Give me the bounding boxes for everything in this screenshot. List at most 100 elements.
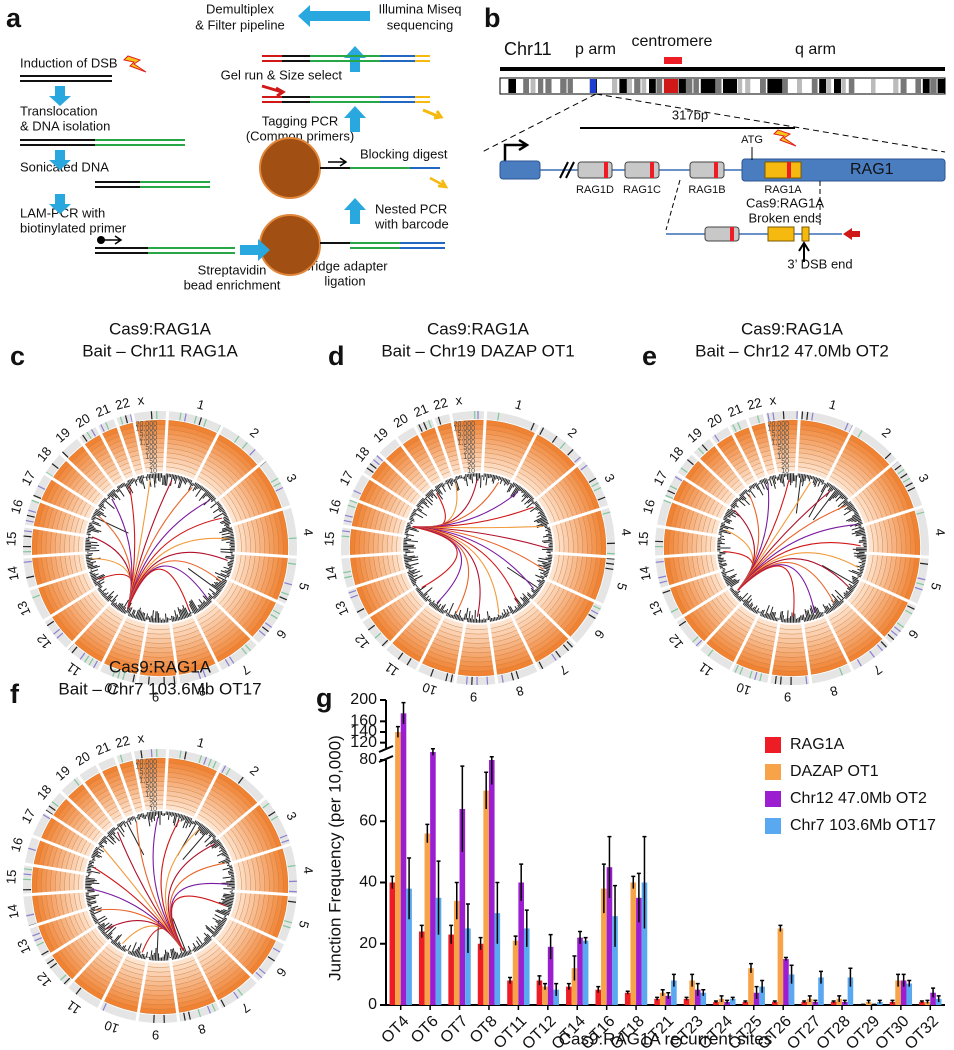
target bbox=[730, 227, 734, 241]
coverage-bar bbox=[404, 562, 409, 565]
coverage-bar bbox=[185, 816, 190, 824]
coverage-bar bbox=[85, 880, 95, 883]
error-bar bbox=[907, 979, 912, 987]
coverage-bar bbox=[509, 606, 515, 614]
x-axis-title: Cas9:RAG1A recurrent sites bbox=[559, 1029, 773, 1048]
coverage-bar bbox=[765, 477, 769, 485]
circos-title: Cas9:RAG1A bbox=[427, 319, 530, 338]
coverage-bar bbox=[434, 605, 439, 610]
band-tick bbox=[907, 605, 915, 610]
coverage-bar bbox=[405, 528, 410, 531]
coverage-bar bbox=[228, 873, 234, 875]
coverage-bar bbox=[215, 920, 224, 927]
band bbox=[871, 79, 876, 93]
band-tick bbox=[588, 613, 596, 620]
band bbox=[930, 79, 937, 93]
coverage-bar bbox=[148, 617, 151, 623]
circos-title: Bait – Chr19 DAZAP OT1 bbox=[381, 341, 574, 360]
coverage-bar bbox=[130, 609, 135, 618]
band-tick bbox=[233, 435, 240, 443]
error-bar bbox=[436, 860, 441, 935]
coverage-bar bbox=[752, 483, 756, 487]
band-tick bbox=[258, 630, 266, 637]
coverage-bar bbox=[106, 833, 117, 844]
coverage-bar bbox=[185, 817, 191, 829]
band-tick bbox=[198, 755, 202, 764]
coverage-bar bbox=[89, 572, 93, 575]
coverage-bar bbox=[137, 476, 141, 484]
scale-label: 10,000 bbox=[454, 426, 476, 433]
step-label: Demultiplex bbox=[206, 1, 274, 16]
coverage-bar bbox=[124, 819, 145, 856]
chromosome-label: 12 bbox=[666, 631, 687, 652]
coverage-bar bbox=[422, 497, 426, 501]
coverage-bar bbox=[780, 610, 784, 623]
chromosome-gap bbox=[340, 551, 406, 559]
band-tick bbox=[591, 482, 599, 488]
coverage-bar bbox=[772, 612, 777, 621]
coverage-bar bbox=[423, 596, 427, 600]
chromosome-label: 16 bbox=[8, 498, 26, 516]
coverage-bar bbox=[95, 846, 104, 853]
scale-label: 50 bbox=[149, 797, 157, 804]
error-bar bbox=[430, 748, 435, 756]
coverage-bar bbox=[99, 589, 103, 593]
band bbox=[834, 79, 841, 93]
coverage-bar bbox=[91, 575, 97, 579]
coverage-bar bbox=[851, 525, 864, 531]
coverage-bar bbox=[852, 580, 858, 585]
bar bbox=[700, 992, 707, 1005]
chromosome-label: 9 bbox=[152, 1027, 160, 1042]
band-tick bbox=[876, 644, 884, 652]
coverage-bar bbox=[218, 581, 226, 586]
coverage-bar bbox=[127, 480, 132, 487]
coverage-bar bbox=[519, 487, 523, 492]
coverage-bar bbox=[858, 561, 866, 565]
scale-label: 200 bbox=[463, 449, 475, 456]
coverage-bar bbox=[810, 605, 816, 620]
coverage-bar bbox=[527, 497, 534, 504]
coverage-bar bbox=[403, 538, 412, 541]
coverage-bar bbox=[172, 812, 177, 824]
error-bar bbox=[583, 936, 588, 944]
exon-label: RAG1C bbox=[623, 184, 661, 196]
coverage-bar bbox=[182, 947, 187, 957]
band-tick bbox=[348, 589, 357, 594]
coverage-bar bbox=[506, 612, 509, 617]
band-tick bbox=[228, 656, 235, 664]
x-tick-label: OT6 bbox=[408, 1013, 442, 1047]
band bbox=[626, 79, 632, 93]
error-bar bbox=[613, 884, 618, 947]
band-tick bbox=[551, 435, 558, 443]
y-tick-label: 120 bbox=[350, 734, 377, 751]
chromosome-label: 15 bbox=[3, 869, 19, 884]
band-tick bbox=[890, 630, 898, 637]
coverage-bar bbox=[780, 473, 783, 484]
x-tick-label: OT32 bbox=[902, 1013, 942, 1050]
band-tick bbox=[782, 411, 785, 420]
chromosome-gap bbox=[22, 889, 88, 897]
band-tick bbox=[45, 809, 53, 816]
coverage-bar bbox=[213, 581, 224, 589]
arm-label: q arm bbox=[795, 41, 836, 58]
coverage-bar bbox=[195, 940, 202, 949]
panel-b: b Chr11 p arm centromere q arm 317bp ATG… bbox=[481, 3, 946, 271]
band bbox=[767, 79, 776, 93]
error-bar bbox=[642, 835, 647, 929]
bar bbox=[553, 989, 559, 1005]
exon-label: RAG1D bbox=[576, 184, 614, 196]
coverage-bar bbox=[179, 953, 183, 958]
chromosome-label: 19 bbox=[52, 425, 73, 446]
coverage-bar bbox=[116, 486, 125, 497]
flow-arrow bbox=[298, 5, 370, 27]
coverage-bar bbox=[110, 491, 118, 499]
coverage-bar bbox=[538, 585, 542, 589]
coverage-bar bbox=[832, 490, 841, 499]
band-tick bbox=[663, 499, 672, 504]
error-bar bbox=[495, 881, 500, 944]
band-tick bbox=[203, 756, 207, 765]
coverage-bar bbox=[122, 820, 127, 828]
coverage-bar bbox=[548, 531, 552, 534]
dsb-label: 3’ DSB end bbox=[787, 256, 852, 271]
coverage-bar bbox=[137, 814, 141, 820]
